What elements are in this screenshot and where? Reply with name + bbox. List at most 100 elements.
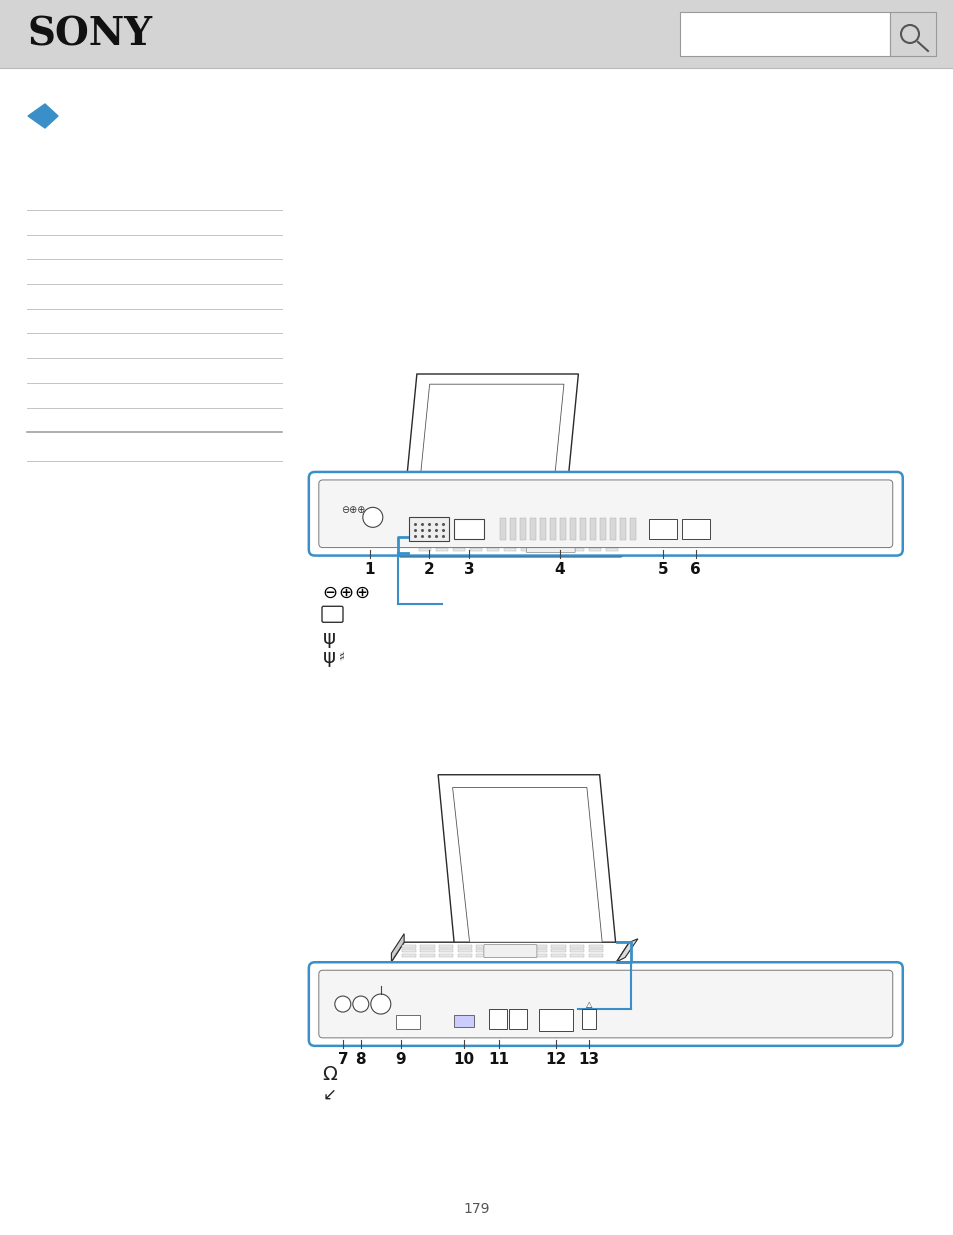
Circle shape <box>353 997 369 1011</box>
FancyBboxPatch shape <box>309 962 902 1046</box>
Circle shape <box>362 508 382 527</box>
Text: 7: 7 <box>337 1052 348 1067</box>
Text: 12: 12 <box>544 1052 566 1067</box>
Bar <box>418 543 431 547</box>
Bar <box>503 540 516 542</box>
Circle shape <box>371 994 391 1014</box>
Bar <box>499 517 505 540</box>
Text: ⊖: ⊖ <box>321 584 336 601</box>
Text: 3: 3 <box>463 562 474 577</box>
Bar <box>589 517 596 540</box>
Bar <box>889 12 935 56</box>
Bar <box>469 543 482 547</box>
Bar <box>569 945 584 948</box>
Bar <box>457 953 472 957</box>
Bar <box>539 517 545 540</box>
Bar <box>476 950 491 952</box>
Bar <box>486 543 498 547</box>
Text: 13: 13 <box>578 1052 598 1067</box>
Text: 2: 2 <box>423 562 434 577</box>
Bar <box>605 540 618 542</box>
Bar <box>609 517 616 540</box>
FancyBboxPatch shape <box>681 519 709 538</box>
Bar <box>588 540 600 542</box>
Bar <box>537 543 550 547</box>
Bar <box>551 953 565 957</box>
Bar <box>495 945 509 948</box>
FancyBboxPatch shape <box>508 1009 526 1029</box>
Polygon shape <box>620 531 641 557</box>
Bar <box>554 543 567 547</box>
Text: 8: 8 <box>355 1052 366 1067</box>
Text: 10: 10 <box>453 1052 474 1067</box>
Bar <box>529 517 536 540</box>
Polygon shape <box>616 939 638 962</box>
Bar <box>554 548 567 551</box>
Bar <box>420 950 435 952</box>
Text: 5: 5 <box>657 562 667 577</box>
Bar <box>679 12 889 56</box>
Polygon shape <box>399 536 633 557</box>
Text: 11: 11 <box>488 1052 509 1067</box>
FancyBboxPatch shape <box>483 945 537 957</box>
Text: ↙: ↙ <box>322 1086 336 1103</box>
Bar <box>420 945 435 948</box>
Bar <box>514 950 528 952</box>
Bar <box>436 548 448 551</box>
FancyBboxPatch shape <box>581 1009 596 1029</box>
Bar <box>554 540 567 542</box>
Text: ⊕: ⊕ <box>354 584 369 601</box>
Bar <box>503 548 516 551</box>
Bar <box>436 540 448 542</box>
FancyBboxPatch shape <box>409 516 448 541</box>
Bar <box>418 548 431 551</box>
FancyBboxPatch shape <box>648 519 676 538</box>
Text: 1: 1 <box>364 562 375 577</box>
Bar <box>551 945 565 948</box>
Bar <box>486 548 498 551</box>
Bar <box>438 945 453 948</box>
Bar <box>551 950 565 952</box>
Bar <box>537 548 550 551</box>
Polygon shape <box>452 788 601 942</box>
Polygon shape <box>391 942 629 962</box>
Bar <box>520 548 533 551</box>
Bar <box>569 953 584 957</box>
Polygon shape <box>399 527 408 557</box>
Text: 6: 6 <box>690 562 700 577</box>
Bar <box>520 543 533 547</box>
Polygon shape <box>437 774 616 953</box>
FancyBboxPatch shape <box>526 540 575 552</box>
Bar <box>514 953 528 957</box>
Bar <box>605 548 618 551</box>
Bar <box>438 950 453 952</box>
Bar <box>457 950 472 952</box>
Bar <box>588 950 602 952</box>
FancyBboxPatch shape <box>538 1009 572 1031</box>
Bar <box>452 548 465 551</box>
FancyBboxPatch shape <box>318 480 892 547</box>
Bar <box>476 953 491 957</box>
Bar <box>401 945 416 948</box>
Bar <box>588 543 600 547</box>
Text: ⊕: ⊕ <box>337 584 353 601</box>
Text: Ω: Ω <box>322 1065 336 1084</box>
Text: SONY: SONY <box>28 15 152 53</box>
Bar <box>452 540 465 542</box>
Polygon shape <box>28 104 58 128</box>
Bar <box>401 953 416 957</box>
Bar <box>559 517 565 540</box>
Bar <box>532 950 546 952</box>
Text: ψ: ψ <box>323 629 335 648</box>
Bar <box>537 540 550 542</box>
Bar <box>495 953 509 957</box>
Bar <box>605 543 618 547</box>
Bar <box>0 0 953 68</box>
Polygon shape <box>391 934 404 962</box>
Polygon shape <box>414 384 563 537</box>
Bar <box>569 517 576 540</box>
Bar <box>579 517 585 540</box>
Bar <box>532 945 546 948</box>
Bar <box>418 540 431 542</box>
Text: ψ: ψ <box>323 647 335 667</box>
